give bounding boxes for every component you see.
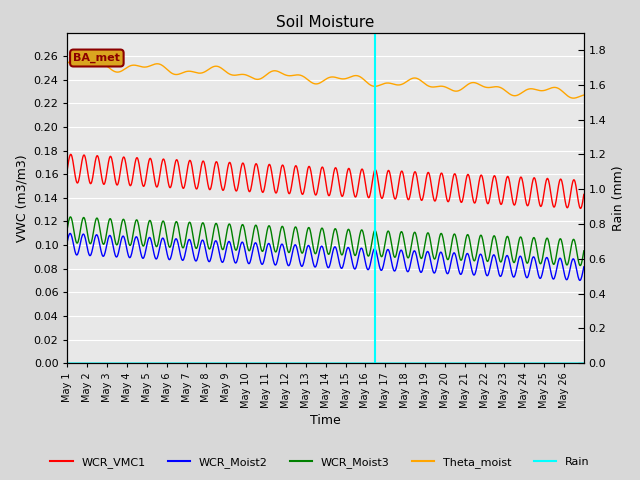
WCR_Moist2	[580, 264, 588, 270]
WCR_Moist3	[580, 248, 588, 254]
Theta_moist	[570, 95, 577, 101]
WCR_VMC1	[577, 205, 584, 211]
WCR_Moist2	[508, 268, 515, 274]
WCR_Moist3	[269, 239, 276, 245]
WCR_Moist3	[494, 248, 502, 253]
Rain	[63, 360, 71, 366]
Line: WCR_Moist3: WCR_Moist3	[67, 217, 584, 265]
Line: WCR_Moist2: WCR_Moist2	[67, 233, 584, 280]
WCR_Moist3	[63, 225, 71, 231]
Rain	[349, 360, 356, 366]
Rain	[400, 360, 408, 366]
WCR_VMC1	[508, 190, 515, 196]
WCR_Moist3	[546, 245, 554, 251]
Y-axis label: Rain (mm): Rain (mm)	[612, 165, 625, 231]
WCR_VMC1	[269, 177, 276, 183]
Rain	[269, 360, 276, 366]
WCR_Moist2	[400, 256, 408, 262]
WCR_VMC1	[494, 187, 502, 192]
WCR_Moist2	[66, 230, 74, 236]
WCR_Moist3	[349, 248, 357, 253]
WCR_VMC1	[349, 187, 357, 192]
Theta_moist	[400, 80, 408, 86]
WCR_VMC1	[400, 176, 408, 182]
WCR_Moist2	[494, 265, 502, 271]
Theta_moist	[269, 68, 276, 74]
Theta_moist	[72, 56, 80, 62]
WCR_VMC1	[67, 152, 75, 157]
Theta_moist	[63, 60, 71, 66]
Theta_moist	[580, 92, 588, 98]
Rain	[507, 360, 515, 366]
Theta_moist	[546, 85, 554, 91]
Theta_moist	[508, 92, 515, 98]
Rain	[546, 360, 554, 366]
WCR_VMC1	[580, 192, 588, 197]
Text: BA_met: BA_met	[74, 53, 120, 63]
Legend: WCR_VMC1, WCR_Moist2, WCR_Moist3, Theta_moist, Rain: WCR_VMC1, WCR_Moist2, WCR_Moist3, Theta_…	[46, 452, 594, 472]
WCR_Moist3	[67, 214, 74, 220]
WCR_Moist3	[508, 251, 515, 256]
Theta_moist	[349, 73, 357, 79]
WCR_Moist3	[576, 263, 584, 268]
WCR_VMC1	[546, 184, 554, 190]
Rain	[493, 360, 501, 366]
WCR_Moist2	[269, 255, 276, 261]
Rain	[580, 360, 588, 366]
Theta_moist	[494, 84, 502, 90]
WCR_Moist2	[546, 264, 554, 270]
X-axis label: Time: Time	[310, 414, 341, 427]
WCR_VMC1	[63, 166, 71, 171]
WCR_Moist2	[63, 238, 71, 244]
WCR_Moist3	[400, 238, 408, 244]
Line: Theta_moist: Theta_moist	[67, 59, 584, 98]
Line: WCR_VMC1: WCR_VMC1	[67, 155, 584, 208]
WCR_Moist2	[349, 263, 357, 269]
WCR_Moist2	[576, 277, 584, 283]
Y-axis label: VWC (m3/m3): VWC (m3/m3)	[15, 154, 28, 241]
Title: Soil Moisture: Soil Moisture	[276, 15, 375, 30]
